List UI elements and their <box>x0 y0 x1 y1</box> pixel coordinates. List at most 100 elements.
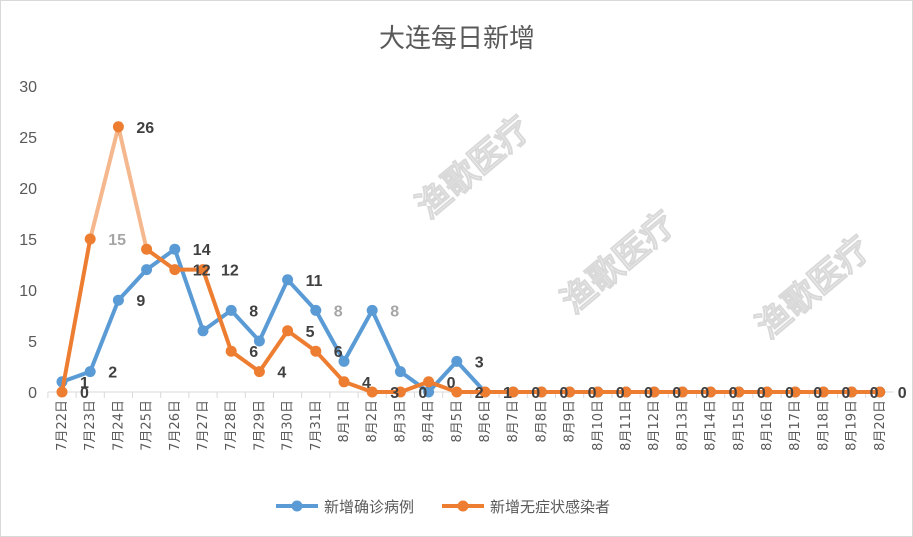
series-1-point <box>141 243 153 255</box>
series-0-segment <box>398 369 431 394</box>
series-1-point <box>648 386 660 398</box>
series-0-segment <box>172 247 205 333</box>
x-tick-label: 8月20日 <box>873 400 888 451</box>
x-tick-label: 8月14日 <box>704 400 719 451</box>
series-1-point <box>564 386 576 398</box>
watermark-text-2: 渔歌医疗 <box>749 229 879 347</box>
series-1-point <box>197 264 209 276</box>
data-label: 0 <box>588 385 597 402</box>
data-label: 26 <box>136 120 154 137</box>
series-1-segment <box>257 328 290 374</box>
series-1-point <box>592 386 604 398</box>
data-label: 6 <box>249 344 258 361</box>
series-1-point <box>451 386 463 398</box>
data-label: 9 <box>136 293 145 310</box>
data-label: 8 <box>249 303 258 320</box>
series-1-point <box>225 345 237 357</box>
data-label: 14 <box>193 242 211 259</box>
legend-label-0: 新增确诊病例 <box>324 498 414 516</box>
series-0-segment <box>88 298 121 374</box>
data-label: 2 <box>475 385 484 402</box>
y-tick-label: 15 <box>19 232 37 249</box>
series-0-point <box>141 264 153 276</box>
data-label: 5 <box>306 324 315 341</box>
x-tick-label: 8月1日 <box>337 400 352 443</box>
series-1-point <box>535 386 547 398</box>
series-0-point <box>394 366 406 378</box>
y-tick-label: 5 <box>28 334 37 351</box>
legend-marker-0 <box>291 500 303 512</box>
series-1-segment <box>229 349 262 374</box>
series-1-point <box>112 121 124 133</box>
series-0-point <box>169 243 181 255</box>
x-tick-label: 7月23日 <box>83 400 98 451</box>
x-tick-label: 7月22日 <box>55 400 70 451</box>
data-label: 1 <box>80 375 89 392</box>
x-tick-label: 7月30日 <box>281 400 296 451</box>
series-1-point <box>874 386 886 398</box>
series-0-segment <box>426 359 459 394</box>
x-tick-label: 8月8日 <box>534 400 549 443</box>
legend: 新增确诊病例 新增无症状感染者 <box>276 498 610 516</box>
x-tick-label: 7月26日 <box>168 400 183 451</box>
y-tick-label: 30 <box>19 79 37 96</box>
data-label: 0 <box>672 385 681 402</box>
x-tick-label: 8月10日 <box>591 400 606 451</box>
x-tick-label: 7月27日 <box>196 400 211 451</box>
x-tick-label: 7月25日 <box>140 400 155 451</box>
x-tick-label: 7月31日 <box>309 400 324 451</box>
series-0-point <box>84 366 96 378</box>
data-label: 0 <box>531 385 540 402</box>
series-1-point <box>56 386 68 398</box>
series-0-point <box>282 274 294 286</box>
data-label: 0 <box>813 385 822 402</box>
watermark-text-0: 渔歌医疗 <box>409 109 539 227</box>
series-1-point <box>338 376 350 388</box>
data-label: 15 <box>108 232 126 249</box>
series-0-point <box>197 325 209 337</box>
x-tick-label: 8月2日 <box>365 400 380 443</box>
series-1-point <box>169 264 181 276</box>
data-label: 0 <box>841 385 850 402</box>
x-tick-label: 8月6日 <box>478 400 493 443</box>
y-tick-label: 0 <box>28 385 37 402</box>
data-label: 12 <box>193 263 211 280</box>
series-0-point <box>225 304 237 316</box>
data-label: 0 <box>757 385 766 402</box>
x-tick-label: 8月17日 <box>788 400 803 451</box>
data-label: 2 <box>108 365 117 382</box>
data-label: 12 <box>221 263 239 280</box>
x-tick-label: 8月5日 <box>450 400 465 443</box>
series-layer <box>56 121 886 398</box>
series-0-point <box>366 304 378 316</box>
series-1-segment <box>313 349 346 384</box>
x-tick-label: 8月19日 <box>845 400 860 451</box>
series-1-point <box>761 386 773 398</box>
data-label: 6 <box>334 344 343 361</box>
series-0-point <box>310 304 322 316</box>
series-0-point <box>253 335 265 347</box>
legend-marker-1 <box>457 500 469 512</box>
series-1-segment <box>116 124 149 252</box>
data-label: 0 <box>870 385 879 402</box>
series-1-point <box>366 386 378 398</box>
y-tick-label: 25 <box>19 130 37 147</box>
data-label: 0 <box>616 385 625 402</box>
series-1 <box>56 121 886 398</box>
series-0-point <box>112 294 124 306</box>
data-label: 0 <box>447 375 456 392</box>
x-tick-label: 7月24日 <box>111 400 126 451</box>
x-tick-label: 8月13日 <box>675 400 690 451</box>
x-tick-label: 8月3日 <box>393 400 408 443</box>
data-label: 0 <box>785 385 794 402</box>
x-tick-label: 8月11日 <box>619 400 634 451</box>
series-0-segment <box>313 308 346 364</box>
data-label: 1 <box>503 385 512 402</box>
data-label: 0 <box>729 385 738 402</box>
series-1-point <box>817 386 829 398</box>
series-1-point <box>507 386 519 398</box>
series-0-point <box>423 386 435 398</box>
x-tick-label: 8月9日 <box>563 400 578 443</box>
